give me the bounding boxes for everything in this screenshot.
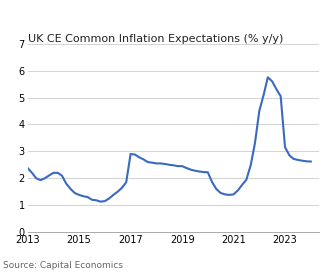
Text: UK CE Common Inflation Expectations (% y/y): UK CE Common Inflation Expectations (% y… xyxy=(28,34,283,44)
Text: Source: Capital Economics: Source: Capital Economics xyxy=(3,261,123,270)
